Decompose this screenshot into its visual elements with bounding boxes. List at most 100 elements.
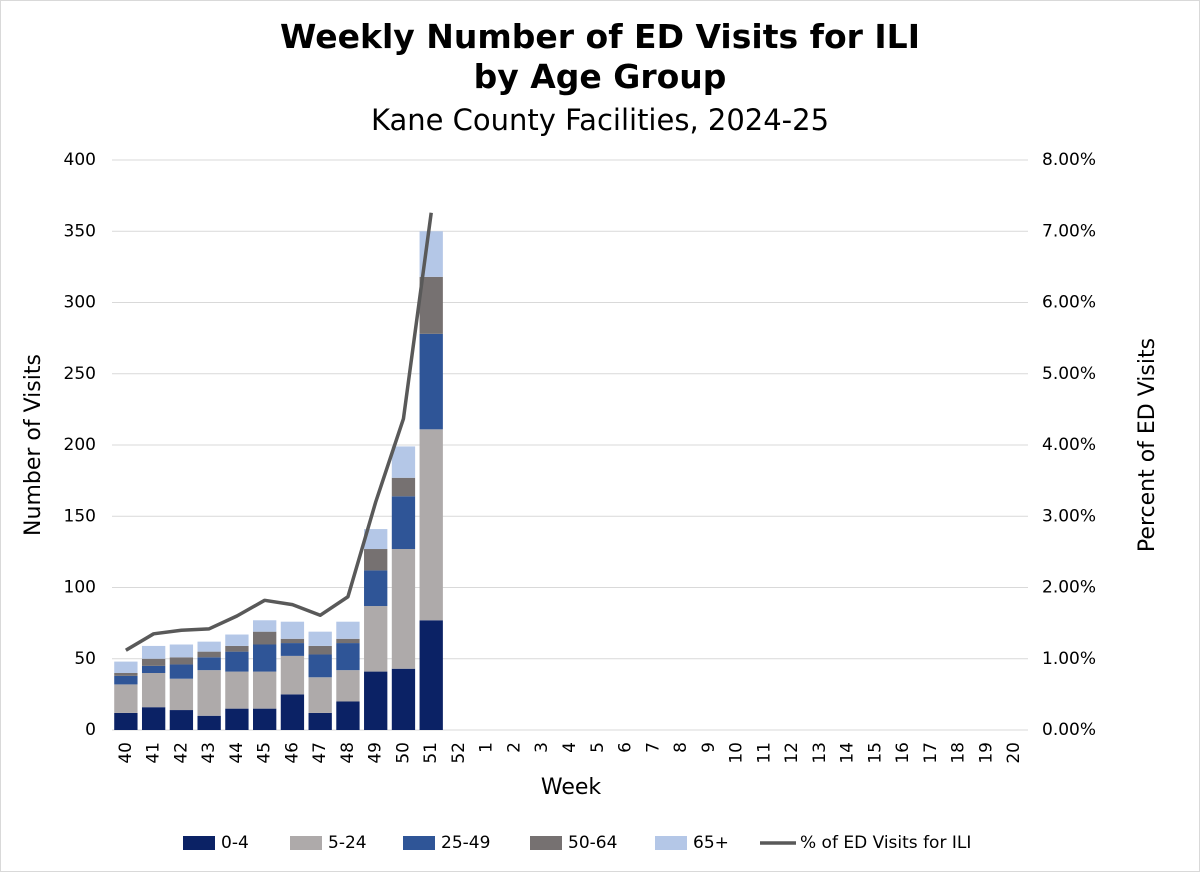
bar-segment [169, 710, 194, 730]
bar-segment [225, 634, 249, 646]
x-tick-label: 18 [949, 742, 969, 764]
x-tick-label: 45 [255, 742, 275, 764]
bar-segment [141, 658, 166, 666]
y-tick-label: 150 [64, 506, 96, 526]
bar-segment [141, 645, 166, 659]
x-tick-label: 46 [282, 742, 302, 764]
x-tick-label: 11 [754, 742, 774, 764]
bar-segment [253, 644, 277, 672]
x-tick-label: 51 [421, 742, 441, 764]
y2-tick-label: 4.00% [1042, 435, 1096, 455]
x-tick-label: 50 [393, 742, 413, 764]
y-tick-label: 300 [64, 293, 96, 313]
bar-segment [391, 496, 416, 550]
bar-segment [225, 708, 249, 730]
legend-item: 0-4 [183, 833, 249, 853]
y-tick-label: 50 [74, 649, 96, 669]
x-tick-label: 10 [727, 742, 747, 764]
x-tick-label: 40 [116, 742, 136, 764]
y-tick-label: 250 [64, 364, 96, 384]
bar-segment [391, 668, 416, 730]
bar-segment [419, 333, 443, 430]
bar-segment [114, 712, 138, 730]
y2-tick-label: 8.00% [1042, 150, 1096, 170]
bar-segment [197, 641, 221, 652]
legend-swatch [183, 836, 215, 850]
bar-segment [364, 671, 388, 730]
x-tick-label: 9 [699, 742, 719, 753]
bar-segment [280, 694, 305, 730]
legend-label: 25-49 [441, 833, 490, 853]
y2-tick-label: 5.00% [1042, 364, 1096, 384]
bar-segment [141, 707, 166, 730]
bar-segment [391, 549, 416, 669]
bar-segment [280, 638, 305, 644]
legend-label: 65+ [693, 833, 729, 853]
bar-segment [336, 670, 360, 702]
legend-item: 65+ [655, 833, 729, 853]
y-tick-label: 0 [85, 720, 96, 740]
bar-segment [280, 655, 305, 695]
bar-segment [169, 644, 194, 658]
y2-axis-label: Percent of ED Visits [1135, 338, 1160, 552]
bar-segment [419, 620, 443, 730]
x-tick-label: 13 [810, 742, 830, 764]
bar-segment [169, 657, 194, 665]
legend-swatch [530, 836, 562, 850]
x-tick-label: 15 [865, 742, 885, 764]
legend-item: % of ED Visits for ILI [760, 833, 971, 853]
bar-segment [141, 665, 166, 673]
x-tick-label: 48 [338, 742, 358, 764]
bar-segment [336, 621, 360, 639]
legend-swatch [403, 836, 435, 850]
chart-title: Weekly Number of ED Visits for ILI by Age… [280, 17, 920, 96]
x-tick-label: 12 [782, 742, 802, 764]
bar-segment [225, 645, 249, 652]
x-tick-label: 2 [504, 742, 524, 753]
y2-tick-label: 6.00% [1042, 293, 1096, 313]
legend-swatch [655, 836, 687, 850]
bar-segment [114, 675, 138, 685]
bar-segment [253, 671, 277, 709]
bar-segment [391, 477, 416, 497]
x-tick-label: 47 [310, 742, 330, 764]
line [124, 212, 433, 652]
legend-item: 25-49 [403, 833, 490, 853]
bar-segment [280, 621, 305, 639]
bar-segment [364, 606, 388, 672]
legend-label: 50-64 [568, 833, 617, 853]
bar-segment [253, 631, 277, 645]
y2-tick-label: 3.00% [1042, 506, 1096, 526]
x-tick-label: 19 [976, 742, 996, 764]
bar-segment [336, 701, 360, 730]
y2-tick-label: 2.00% [1042, 578, 1096, 598]
y-tick-label: 100 [64, 578, 96, 598]
bar-segment [308, 677, 332, 713]
y2-tick-label: 7.00% [1042, 221, 1096, 241]
bar-segment [253, 620, 277, 632]
x-tick-label: 42 [171, 742, 191, 764]
bar-segment [225, 671, 249, 709]
legend-label: 5-24 [328, 833, 367, 853]
bar-segment [197, 670, 221, 716]
x-tick-label: 44 [227, 742, 247, 764]
legend-swatch [290, 836, 322, 850]
bar-segment [364, 549, 388, 571]
x-axis-label: Week [541, 775, 602, 800]
x-tick-label: 43 [199, 742, 219, 764]
bar-segment [141, 673, 166, 708]
legend-label: 0-4 [221, 833, 249, 853]
x-tick-label: 14 [838, 742, 858, 764]
y2-tick-label: 0.00% [1042, 720, 1096, 740]
x-tick-label: 6 [616, 742, 636, 753]
bar-segment [253, 708, 277, 730]
bar-segment [419, 276, 443, 334]
y-tick-label: 400 [64, 150, 96, 170]
x-tick-label: 52 [449, 742, 469, 764]
bar-segment [225, 651, 249, 672]
x-tick-label: 3 [532, 742, 552, 753]
x-tick-label: 1 [477, 742, 497, 753]
y2-tick-label: 1.00% [1042, 649, 1096, 669]
x-tick-label: 4 [560, 742, 580, 753]
